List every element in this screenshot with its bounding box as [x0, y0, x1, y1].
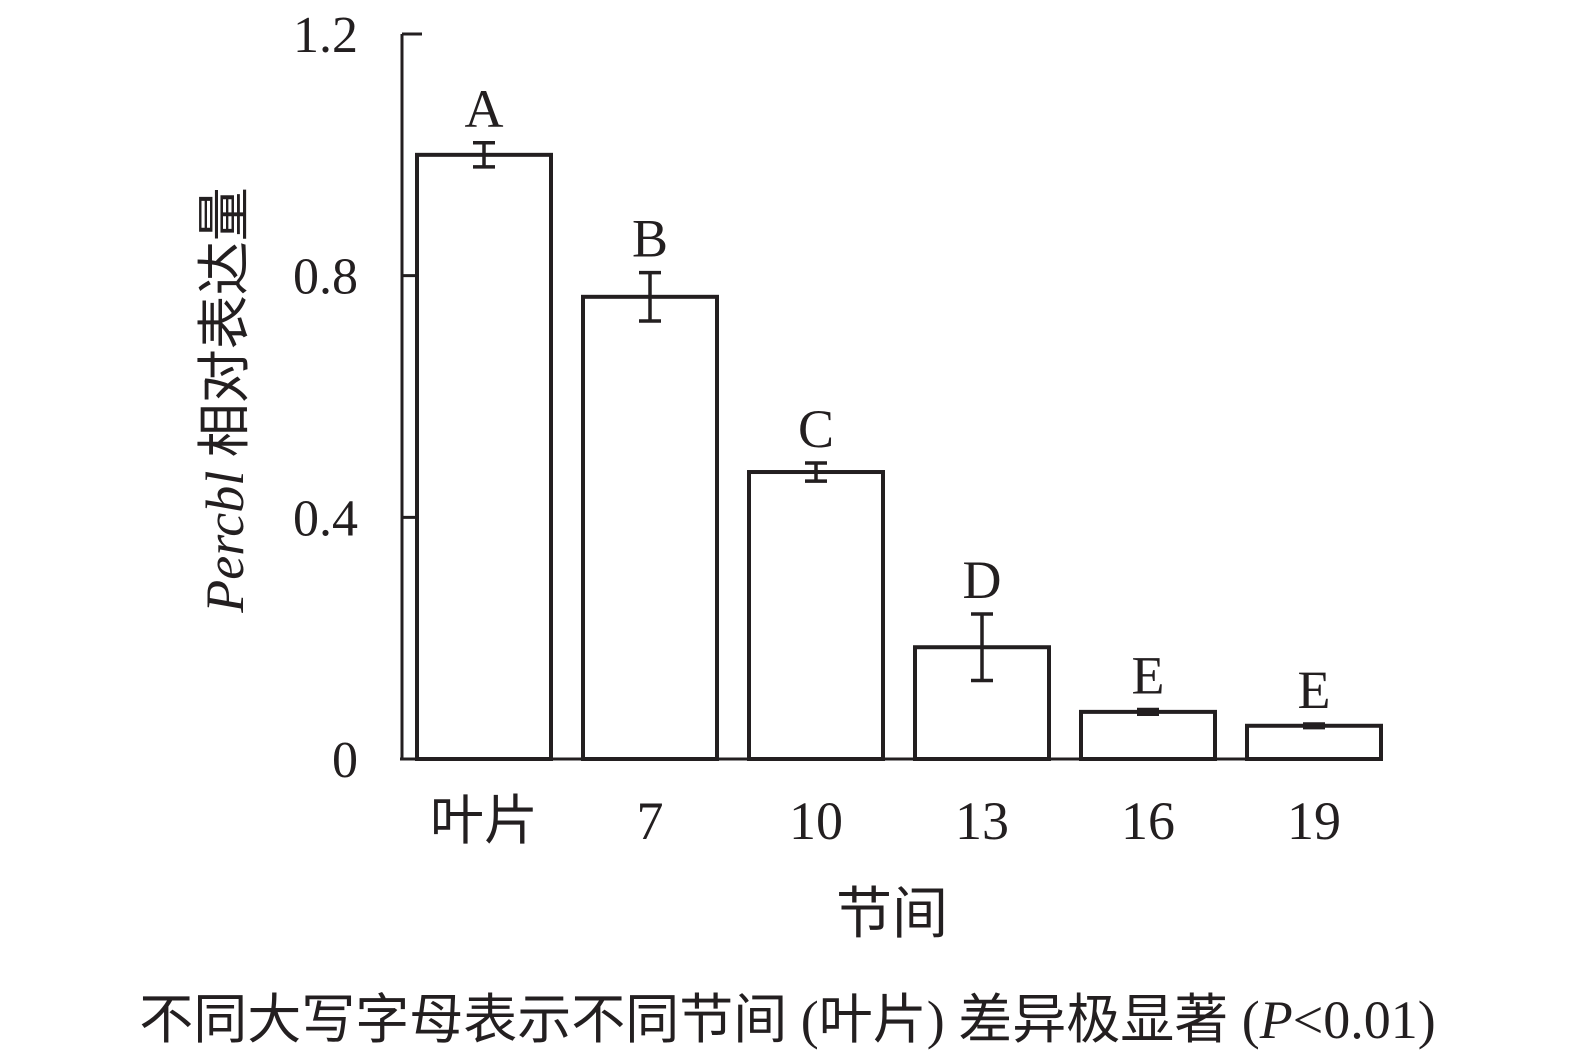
caption-prefix: 不同大写字母表示不同节间 (叶片) 差异极显著 (	[139, 990, 1260, 1050]
y-tick-label: 1.2	[293, 7, 358, 64]
y-axis-label: Percbl 相对表达量	[195, 187, 255, 613]
x-axis-label: 节间	[836, 884, 948, 946]
caption-suffix: <0.01)	[1292, 990, 1436, 1050]
labels: 0 0.4 0.8 1.2 A 叶片 B 7 C 10 D 13 E 16 E 19 节间 Percbl 相对表达…	[195, 7, 1341, 946]
bar	[1079, 709, 1217, 761]
y-axis-label-text: 相对表达量	[195, 187, 255, 471]
y-axis-label-gene: Percbl	[195, 471, 255, 614]
bar	[415, 152, 553, 762]
significance-letter: E	[1132, 645, 1165, 705]
y-tick-label: 0	[332, 732, 358, 789]
significance-letter: E	[1298, 660, 1331, 720]
significance-letter: C	[798, 399, 834, 459]
significance-letter: B	[632, 209, 668, 269]
x-tick-label: 13	[955, 791, 1009, 851]
x-tick-label: 叶片	[430, 791, 538, 851]
y-tick-label: 0.4	[293, 490, 358, 547]
x-tick-label: 16	[1121, 791, 1175, 851]
y-tick-label: 0.8	[293, 249, 358, 306]
error-bars	[473, 141, 1325, 730]
bar	[1245, 723, 1383, 761]
significance-letter: A	[465, 79, 504, 139]
x-tick-label: 7	[637, 791, 664, 851]
bar	[581, 294, 719, 761]
significance-letter: D	[963, 550, 1002, 610]
x-tick-label: 19	[1287, 791, 1341, 851]
bars	[415, 152, 1383, 762]
caption-p-symbol: P	[1259, 990, 1293, 1050]
bar	[747, 470, 885, 761]
figure-caption: 不同大写字母表示不同节间 (叶片) 差异极显著 (P<0.01)	[0, 975, 1575, 1054]
axes	[400, 32, 1383, 761]
x-tick-label: 10	[789, 791, 843, 851]
